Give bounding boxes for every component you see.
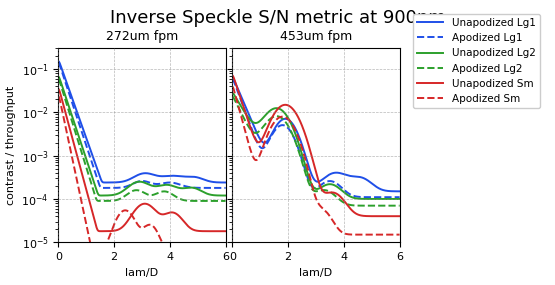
X-axis label: lam/D: lam/D [299,268,332,278]
Y-axis label: contrast / throughput: contrast / throughput [6,86,16,205]
Title: 453um fpm: 453um fpm [280,30,352,43]
Legend: Unapodized Lg1, Apodized Lg1, Unapodized Lg2, Apodized Lg2, Unapodized Sm, Apodi: Unapodized Lg1, Apodized Lg1, Unapodized… [413,14,539,108]
Title: 272um fpm: 272um fpm [106,30,178,43]
X-axis label: lam/D: lam/D [125,268,159,278]
Text: Inverse Speckle S/N metric at 900nm: Inverse Speckle S/N metric at 900nm [110,9,445,27]
